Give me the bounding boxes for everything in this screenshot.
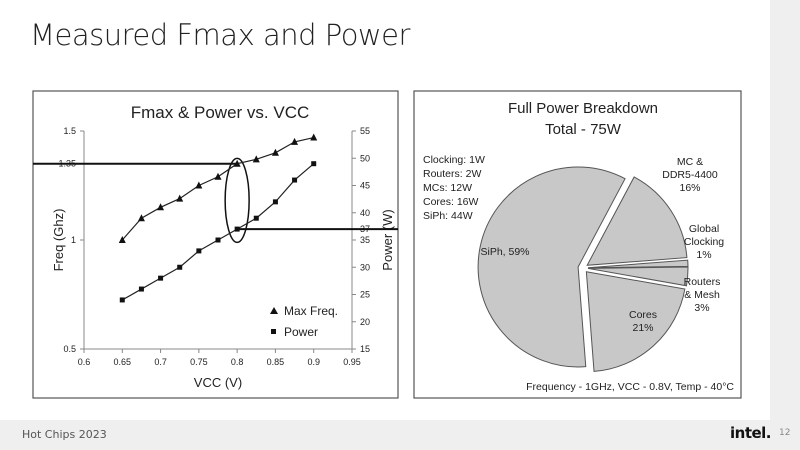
footer-bar xyxy=(0,420,770,450)
pie-slice-label: MC & xyxy=(677,156,703,168)
pie-slice-routers-mesh xyxy=(587,266,689,287)
triangle-point xyxy=(118,236,126,243)
highlight-ellipse xyxy=(224,157,250,244)
pie-note-line: Cores: 16W xyxy=(423,196,479,208)
y2-tick-label: 50 xyxy=(360,153,370,163)
triangle-point xyxy=(137,214,145,222)
square-point xyxy=(158,275,164,281)
y2-tick-label: 40 xyxy=(360,208,370,218)
pie-slice-mc-ddr5-4400 xyxy=(586,176,688,266)
pie-slice-global-clocking xyxy=(587,259,689,269)
square-point xyxy=(177,264,183,270)
legend-square-icon xyxy=(271,329,276,334)
square-point xyxy=(292,177,298,183)
pie-subtitle: Total - 75W xyxy=(545,121,622,138)
square-point xyxy=(138,286,144,292)
triangle-point xyxy=(157,203,165,211)
page-number: 12 xyxy=(779,428,791,438)
triangle-point xyxy=(271,148,279,156)
pie-slice-label: 16% xyxy=(679,182,700,194)
triangle-point xyxy=(176,194,184,202)
pie-slice-label: Clocking xyxy=(684,236,724,248)
pie-slice-label: 1% xyxy=(696,249,711,261)
pie-slice-label: DDR5-4400 xyxy=(662,169,718,181)
pie-slice-cores xyxy=(585,271,686,372)
x-tick-label: 0.6 xyxy=(78,357,91,367)
y2-tick-label: 45 xyxy=(360,181,370,191)
pie-slice-label: Cores xyxy=(629,309,657,321)
pie-note-line: SiPh: 44W xyxy=(423,210,473,222)
y2-tick-label: 15 xyxy=(360,344,370,354)
triangle-point xyxy=(195,181,203,189)
y2-tick-label: 25 xyxy=(360,290,370,300)
square-point xyxy=(234,226,240,232)
pie-note-line: MCs: 12W xyxy=(423,182,472,194)
pie-slice-label: Global xyxy=(689,223,719,235)
triangle-point xyxy=(310,133,318,141)
legend-label: Power xyxy=(284,325,318,339)
x-axis-label: VCC (V) xyxy=(194,375,242,390)
pie-note-line: Clocking: 1W xyxy=(423,154,485,166)
slide-title: Measured Fmax and Power xyxy=(30,18,410,52)
pie-slice-siph xyxy=(477,166,626,368)
y2-axis-label: Power (W) xyxy=(380,209,395,270)
triangle-point xyxy=(214,172,222,180)
x-tick-label: 0.9 xyxy=(307,357,320,367)
square-point xyxy=(272,199,278,205)
y-tick-label: 0.5 xyxy=(63,344,76,354)
square-point xyxy=(253,215,259,221)
y2-tick-label: 35 xyxy=(360,235,370,245)
pie-slice-label: 21% xyxy=(632,322,653,334)
x-tick-label: 0.8 xyxy=(231,357,244,367)
pie-slice-label: & Mesh xyxy=(684,289,720,301)
legend-triangle-icon xyxy=(270,307,278,314)
y2-tick-label: 30 xyxy=(360,262,370,272)
intel-logo: intel. xyxy=(730,424,772,442)
x-tick-label: 0.75 xyxy=(190,357,208,367)
x-tick-label: 0.95 xyxy=(343,357,361,367)
y-tick-label: 1 xyxy=(71,235,76,245)
x-tick-label: 0.7 xyxy=(154,357,167,367)
pie-footnote: Frequency - 1GHz, VCC - 0.8V, Temp - 40°… xyxy=(526,381,734,393)
triangle-point xyxy=(291,137,299,145)
x-tick-label: 0.85 xyxy=(267,357,285,367)
pie-slice-label: 3% xyxy=(694,302,709,314)
chart-title: Fmax & Power vs. VCC xyxy=(131,103,310,122)
y2-tick-label: 55 xyxy=(360,126,370,136)
square-point xyxy=(311,161,317,167)
x-tick-label: 0.65 xyxy=(114,357,132,367)
y-axis-label: Freq (Ghz) xyxy=(51,209,66,272)
triangle-point xyxy=(233,159,241,167)
side-strip xyxy=(770,0,800,450)
square-point xyxy=(119,297,125,303)
triangle-point xyxy=(252,155,260,163)
pie-note-line: Routers: 2W xyxy=(423,168,481,180)
y-tick-label: 1.5 xyxy=(63,126,76,136)
y2-tick-label: 20 xyxy=(360,317,370,327)
square-point xyxy=(215,237,221,243)
pie-slice-label: SiPh, 59% xyxy=(480,246,529,258)
pie-title: Full Power Breakdown xyxy=(508,100,658,117)
pie-slice-label: Routers xyxy=(684,276,721,288)
footer-text: Hot Chips 2023 xyxy=(22,428,107,441)
legend-label: Max Freq. xyxy=(284,304,338,318)
square-point xyxy=(196,248,202,254)
chart-frame xyxy=(32,90,399,399)
